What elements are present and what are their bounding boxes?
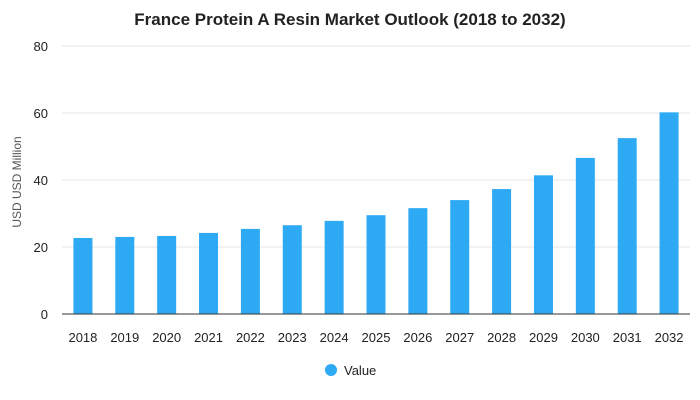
bar-2029[interactable] (533, 175, 553, 314)
x-tick-label: 2028 (487, 330, 516, 345)
x-tick-label: 2020 (152, 330, 181, 345)
y-tick-label: 60 (34, 106, 48, 121)
x-tick-label: 2022 (236, 330, 265, 345)
x-tick-label: 2021 (194, 330, 223, 345)
bar-2032[interactable] (659, 112, 679, 314)
bar-2023[interactable] (282, 225, 302, 314)
bar-2031[interactable] (617, 138, 637, 314)
x-tick-label: 2018 (68, 330, 97, 345)
bar-2021[interactable] (199, 232, 219, 314)
x-tick-label: 2024 (320, 330, 349, 345)
y-axis-title: USD USD Million (10, 136, 24, 227)
legend-label-value: Value (344, 363, 376, 378)
bar-2019[interactable] (115, 236, 135, 314)
x-tick-label: 2025 (362, 330, 391, 345)
x-tick-label: 2030 (571, 330, 600, 345)
bar-2018[interactable] (73, 237, 93, 314)
x-axis-ticks: 2018 2019 2020 2021 2022 2023 2024 2025 2026 2027… (68, 330, 683, 345)
x-tick-label: 2019 (110, 330, 139, 345)
y-tick-label: 0 (41, 307, 48, 322)
x-tick-label: 2026 (403, 330, 432, 345)
bar-2022[interactable] (240, 228, 260, 314)
legend-marker-value (325, 364, 337, 376)
bar-2030[interactable] (575, 157, 595, 314)
legend[interactable]: Value (325, 363, 376, 378)
y-tick-label: 80 (34, 39, 48, 54)
x-tick-label: 2032 (655, 330, 684, 345)
bar-2027[interactable] (450, 200, 470, 314)
x-tick-label: 2023 (278, 330, 307, 345)
chart-title: France Protein A Resin Market Outlook (2… (134, 10, 565, 29)
bar-2026[interactable] (408, 208, 428, 314)
x-tick-label: 2027 (445, 330, 474, 345)
bar-2025[interactable] (366, 215, 386, 314)
x-tick-label: 2029 (529, 330, 558, 345)
bar-2020[interactable] (157, 235, 177, 314)
y-axis-ticks: 0 20 40 60 80 (34, 39, 48, 322)
bar-2024[interactable] (324, 220, 344, 314)
bars (73, 112, 679, 314)
x-tick-label: 2031 (613, 330, 642, 345)
y-tick-label: 40 (34, 173, 48, 188)
y-tick-label: 20 (34, 240, 48, 255)
bar-2028[interactable] (492, 189, 512, 314)
